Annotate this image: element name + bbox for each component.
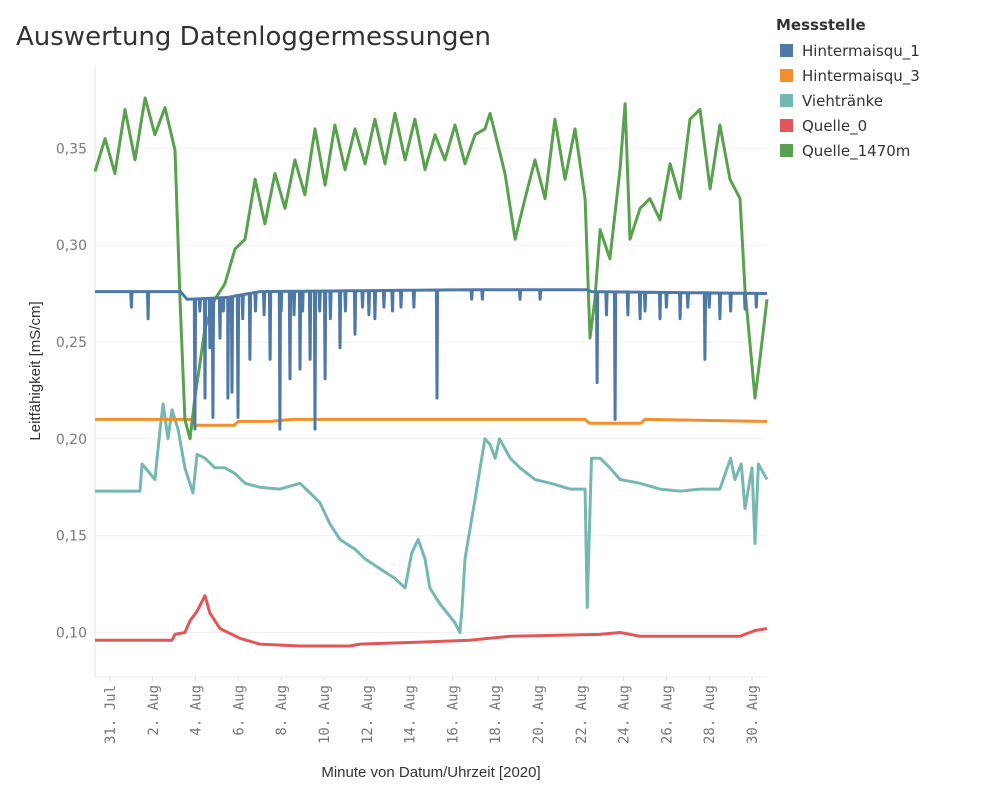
legend-label: Viehtränke xyxy=(802,91,883,110)
x-tick-label: 16. Aug xyxy=(445,685,461,744)
x-tick-label: 14. Aug xyxy=(403,685,419,744)
legend-item[interactable]: Quelle_1470m xyxy=(776,138,920,163)
x-tick-label: 2. Aug xyxy=(146,685,162,736)
legend-item[interactable]: Hintermaisqu_1 xyxy=(776,38,920,63)
x-axis-title: Minute von Datum/Uhrzeit [2020] xyxy=(321,764,540,781)
y-tick-label: 0,15 xyxy=(56,529,87,545)
y-tick-label: 0,20 xyxy=(56,432,87,448)
x-tick-label: 10. Aug xyxy=(317,685,333,744)
legend-item[interactable]: Quelle_0 xyxy=(776,113,920,138)
legend-label: Hintermaisqu_3 xyxy=(802,66,920,85)
y-axis-title: Leitfähigkeit [mS/cm] xyxy=(27,301,44,440)
series-line-viehtr-nke[interactable] xyxy=(95,402,769,634)
y-tick-label: 0,35 xyxy=(56,141,87,157)
chart-title: Auswertung Datenloggermessungen xyxy=(16,22,492,52)
x-tick-label: 24. Aug xyxy=(617,685,633,744)
legend-label: Quelle_1470m xyxy=(802,141,911,160)
legend-swatch xyxy=(780,69,793,82)
y-tick-label: 0,10 xyxy=(56,625,87,641)
series-line-hintermaisqu-1[interactable] xyxy=(95,288,768,431)
y-tick-label: 0,30 xyxy=(56,238,87,254)
legend-label: Quelle_0 xyxy=(802,116,868,135)
legend-item[interactable]: Hintermaisqu_3 xyxy=(776,63,920,88)
x-tick-label: 18. Aug xyxy=(488,685,504,744)
y-tick-label: 0,25 xyxy=(56,335,87,351)
series-line-quelle-0[interactable] xyxy=(95,594,768,648)
x-tick-label: 6. Aug xyxy=(231,685,247,736)
x-tick-label: 28. Aug xyxy=(702,685,718,744)
legend-swatch xyxy=(780,44,793,57)
x-tick-label: 4. Aug xyxy=(189,685,205,736)
legend-swatch xyxy=(780,94,793,107)
legend-swatch xyxy=(780,119,793,132)
legend: Messstelle Hintermaisqu_1 Hintermaisqu_3… xyxy=(776,16,920,163)
legend-label: Hintermaisqu_1 xyxy=(802,41,920,60)
x-tick-label: 20. Aug xyxy=(531,685,547,744)
x-tick-label: 31. Jul xyxy=(103,685,119,744)
x-tick-label: 30. Aug xyxy=(745,685,761,744)
x-tick-label: 12. Aug xyxy=(360,685,376,744)
x-tick-label: 22. Aug xyxy=(574,685,590,744)
legend-swatch xyxy=(780,144,793,157)
x-tick-label: 8. Aug xyxy=(274,685,290,736)
legend-item[interactable]: Viehtränke xyxy=(776,88,920,113)
legend-title: Messstelle xyxy=(776,16,866,34)
x-tick-label: 26. Aug xyxy=(659,685,675,744)
